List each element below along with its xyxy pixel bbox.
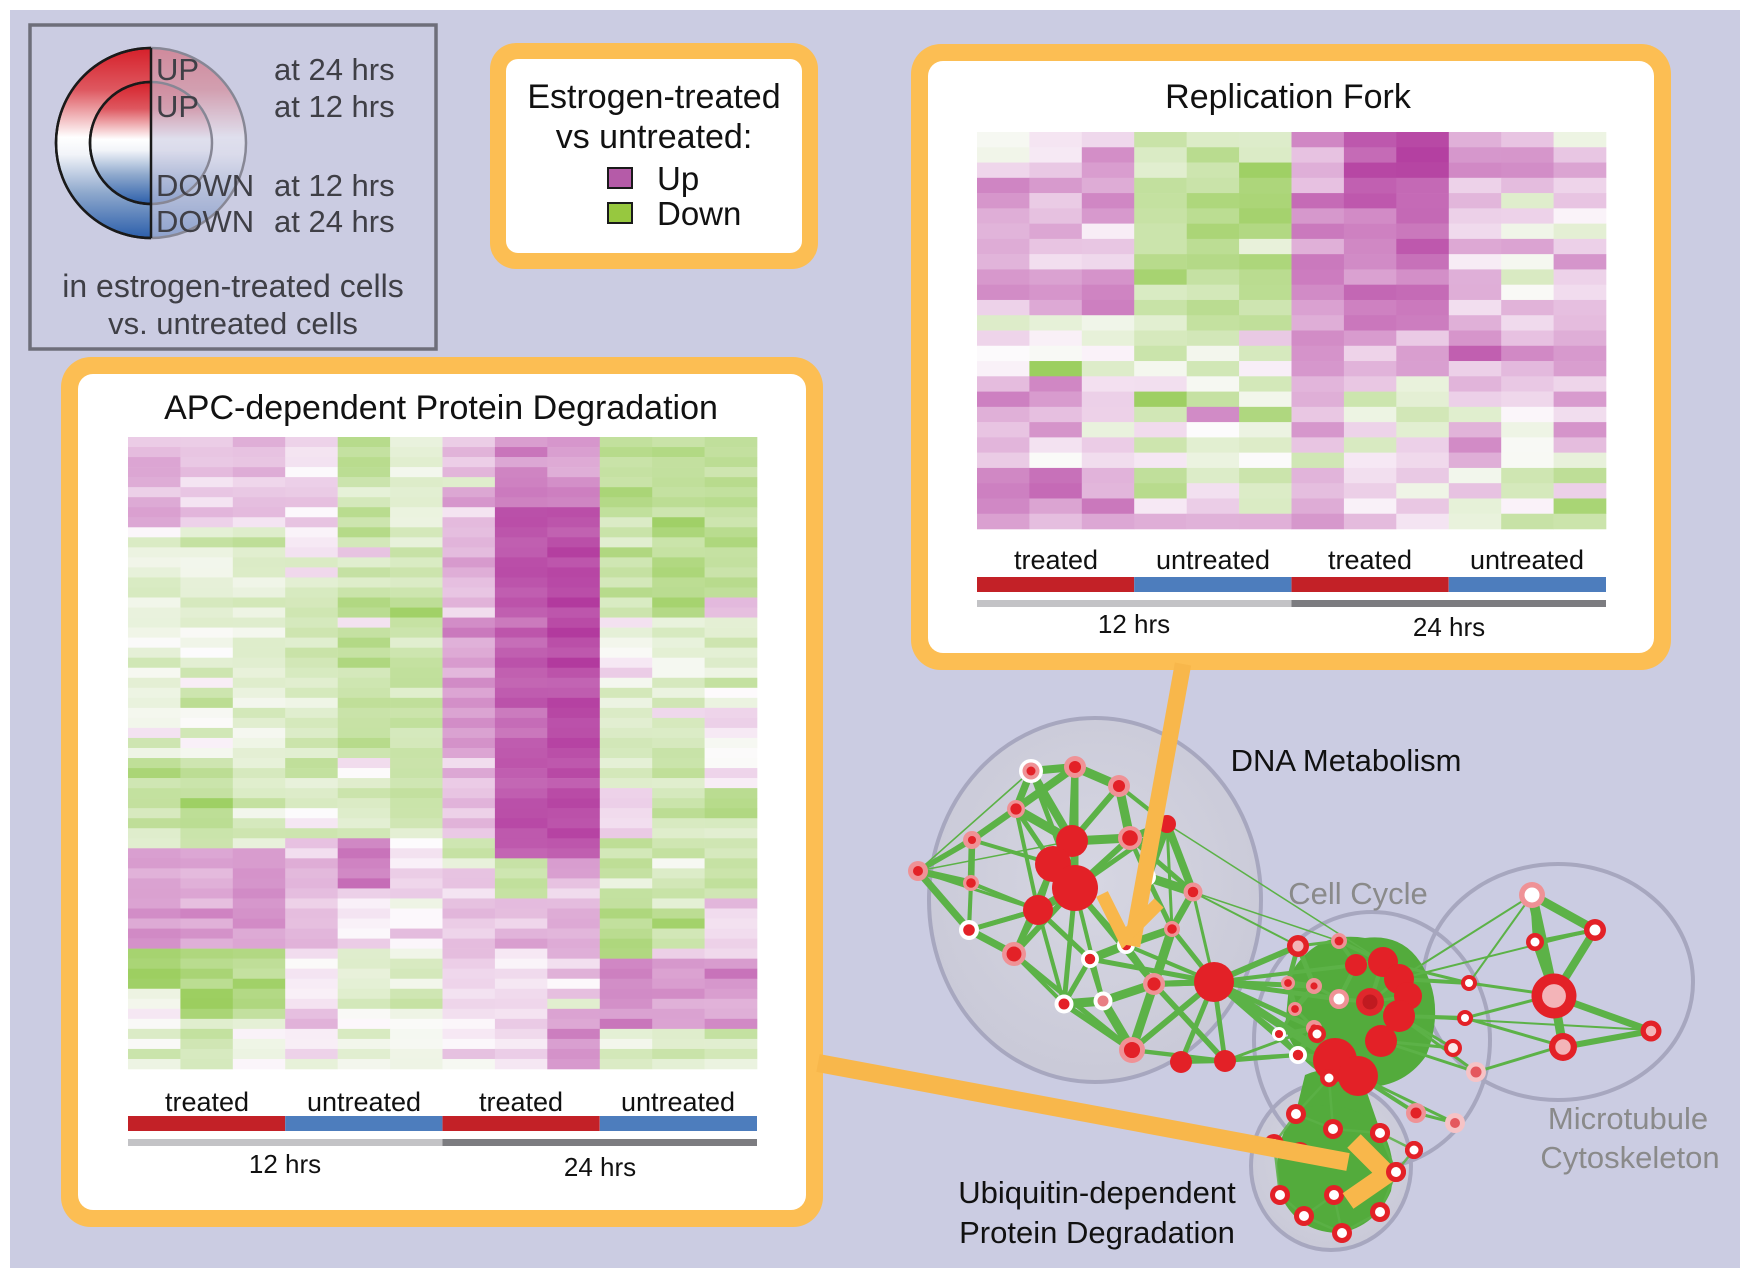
svg-text:Cell Cycle: Cell Cycle	[1288, 876, 1428, 911]
svg-text:untreated: untreated	[307, 1087, 421, 1117]
svg-text:at 24 hrs: at 24 hrs	[274, 204, 395, 239]
svg-text:treated: treated	[1014, 545, 1098, 575]
svg-text:24 hrs: 24 hrs	[564, 1152, 636, 1182]
svg-text:12 hrs: 12 hrs	[249, 1149, 321, 1179]
svg-text:DOWN: DOWN	[156, 204, 254, 239]
svg-text:24 hrs: 24 hrs	[1413, 612, 1485, 642]
svg-text:treated: treated	[1328, 545, 1412, 575]
svg-text:vs. untreated cells: vs. untreated cells	[108, 306, 358, 341]
svg-text:Up: Up	[657, 160, 699, 197]
svg-text:Down: Down	[657, 195, 741, 232]
svg-text:Cytoskeleton: Cytoskeleton	[1540, 1140, 1719, 1175]
svg-text:vs untreated:: vs untreated:	[556, 118, 753, 156]
svg-text:in estrogen-treated cells: in estrogen-treated cells	[62, 268, 404, 304]
svg-text:treated: treated	[165, 1087, 249, 1117]
svg-text:at 12 hrs: at 12 hrs	[274, 168, 395, 203]
svg-text:Ubiquitin-dependent: Ubiquitin-dependent	[958, 1175, 1236, 1210]
svg-text:at 12 hrs: at 12 hrs	[274, 89, 395, 124]
svg-text:Replication Fork: Replication Fork	[1165, 78, 1412, 116]
svg-text:at 24 hrs: at 24 hrs	[274, 52, 395, 87]
svg-text:treated: treated	[479, 1087, 563, 1117]
svg-text:DNA Metabolism: DNA Metabolism	[1231, 743, 1462, 778]
svg-text:DOWN: DOWN	[156, 168, 254, 203]
svg-text:untreated: untreated	[621, 1087, 735, 1117]
svg-text:Estrogen-treated: Estrogen-treated	[527, 78, 780, 116]
svg-text:UP: UP	[156, 89, 199, 124]
svg-text:untreated: untreated	[1470, 545, 1584, 575]
svg-text:Protein Degradation: Protein Degradation	[959, 1215, 1235, 1250]
svg-text:APC-dependent Protein Degradat: APC-dependent Protein Degradation	[164, 389, 718, 427]
svg-text:untreated: untreated	[1156, 545, 1270, 575]
svg-text:UP: UP	[156, 52, 199, 87]
svg-text:12 hrs: 12 hrs	[1098, 609, 1170, 639]
svg-text:Microtubule: Microtubule	[1548, 1101, 1708, 1136]
